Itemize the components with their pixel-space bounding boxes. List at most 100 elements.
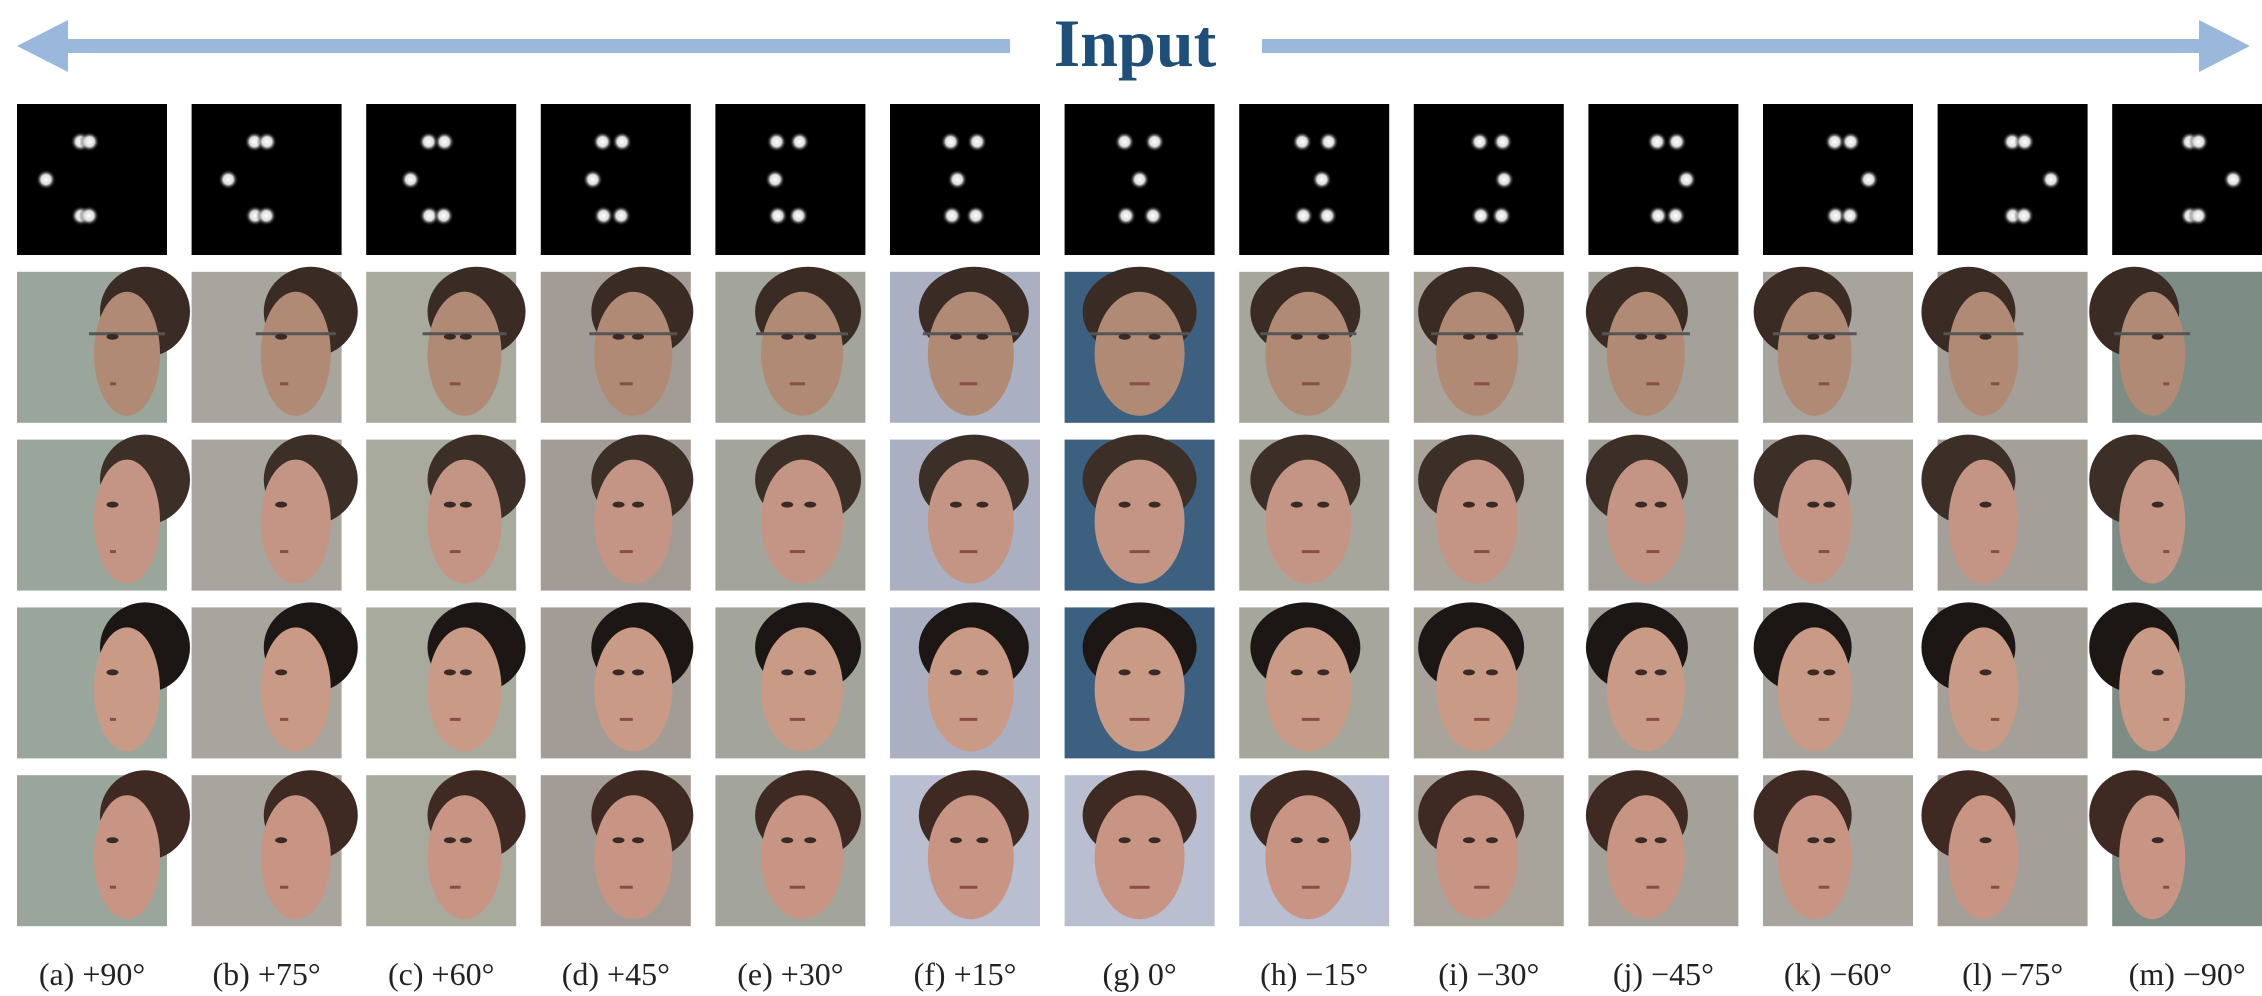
face bbox=[1778, 460, 1852, 584]
face bbox=[1095, 292, 1185, 416]
eye bbox=[460, 502, 472, 508]
keypoint-dot bbox=[941, 132, 961, 152]
face bbox=[261, 627, 331, 751]
face-photo bbox=[2089, 770, 2262, 926]
eye bbox=[1119, 669, 1131, 675]
face bbox=[1778, 292, 1852, 416]
eye bbox=[444, 502, 456, 508]
face bbox=[261, 292, 331, 416]
eye bbox=[1823, 334, 1835, 340]
keypoint-dot bbox=[967, 132, 987, 152]
face-photo bbox=[1065, 435, 1215, 591]
eye bbox=[613, 502, 625, 508]
keypoint-dot bbox=[1116, 206, 1136, 226]
keypoint-dot bbox=[765, 170, 785, 190]
eye bbox=[1317, 669, 1329, 675]
keypoint-dot bbox=[594, 206, 614, 226]
caption: (e) +30° bbox=[737, 956, 843, 992]
eye bbox=[1980, 334, 1992, 340]
face bbox=[428, 460, 502, 584]
eye bbox=[1807, 502, 1819, 508]
keypoint-dot bbox=[612, 132, 632, 152]
eye bbox=[1655, 669, 1667, 675]
face-photo bbox=[1414, 435, 1564, 591]
face-photo bbox=[1065, 770, 1215, 926]
eye bbox=[460, 669, 472, 675]
caption: (a) +90° bbox=[39, 956, 145, 992]
eye bbox=[1149, 837, 1161, 843]
caption: (h) −15° bbox=[1260, 956, 1368, 992]
face bbox=[428, 795, 502, 919]
face-photo bbox=[17, 267, 190, 423]
eye bbox=[950, 502, 962, 508]
eye bbox=[1463, 502, 1475, 508]
eye bbox=[804, 669, 816, 675]
keypoint-dot bbox=[593, 132, 613, 152]
eye bbox=[976, 502, 988, 508]
face-photo bbox=[715, 267, 865, 423]
eye bbox=[1149, 502, 1161, 508]
eye bbox=[1807, 334, 1819, 340]
keypoint-dot bbox=[1859, 170, 1879, 190]
face-photo bbox=[1754, 770, 1913, 926]
face-photo bbox=[1239, 770, 1389, 926]
keypoint-dot bbox=[788, 206, 808, 226]
eye bbox=[1823, 837, 1835, 843]
caption: (b) +75° bbox=[213, 956, 321, 992]
caption: (k) −60° bbox=[1784, 956, 1892, 992]
keypoint-dot bbox=[1493, 132, 1513, 152]
face bbox=[1095, 627, 1185, 751]
eye bbox=[781, 837, 793, 843]
keypoint-dot bbox=[611, 206, 631, 226]
eye bbox=[976, 837, 988, 843]
keypoint-image bbox=[192, 104, 342, 255]
eye bbox=[1635, 502, 1647, 508]
keypoint-image bbox=[541, 104, 691, 255]
face-photo bbox=[1586, 267, 1739, 423]
arrow-shaft bbox=[60, 39, 1010, 53]
eye bbox=[804, 502, 816, 508]
face-photo bbox=[1065, 267, 1215, 423]
face-photo bbox=[366, 602, 525, 758]
face-photo bbox=[1921, 435, 2087, 591]
face bbox=[428, 292, 502, 416]
face bbox=[1948, 460, 2018, 584]
eye bbox=[460, 837, 472, 843]
face bbox=[1436, 627, 1518, 751]
face-photo bbox=[541, 267, 694, 423]
eye bbox=[976, 669, 988, 675]
eye bbox=[2152, 837, 2164, 843]
caption: (i) −30° bbox=[1438, 956, 1539, 992]
eye bbox=[804, 334, 816, 340]
eye bbox=[275, 334, 287, 340]
image-grid bbox=[17, 104, 2262, 926]
face bbox=[594, 460, 672, 584]
face-photo bbox=[890, 267, 1040, 423]
eye bbox=[1980, 502, 1992, 508]
keypoint-dot bbox=[1647, 132, 1667, 152]
face-photo bbox=[1065, 602, 1215, 758]
face-photo bbox=[1754, 435, 1913, 591]
eye bbox=[781, 669, 793, 675]
keypoint-dot bbox=[2014, 206, 2034, 226]
keypoint-dot bbox=[218, 170, 238, 190]
keypoint-image bbox=[1938, 104, 2088, 255]
arrow-head bbox=[17, 20, 68, 72]
caption: (l) −75° bbox=[1962, 956, 2063, 992]
eye bbox=[1119, 334, 1131, 340]
face bbox=[594, 627, 672, 751]
face-photo bbox=[2089, 435, 2262, 591]
keypoint-dot bbox=[1840, 206, 1860, 226]
face bbox=[1607, 292, 1685, 416]
keypoint-dot bbox=[966, 206, 986, 226]
face-photo bbox=[541, 770, 694, 926]
eye bbox=[632, 837, 644, 843]
eye bbox=[1149, 669, 1161, 675]
eye bbox=[1463, 669, 1475, 675]
eye bbox=[1291, 669, 1303, 675]
keypoint-dot bbox=[1317, 206, 1337, 226]
keypoint-image bbox=[715, 104, 865, 255]
face-photo bbox=[366, 770, 525, 926]
keypoint-dot bbox=[1293, 206, 1313, 226]
face-photo bbox=[1414, 602, 1564, 758]
